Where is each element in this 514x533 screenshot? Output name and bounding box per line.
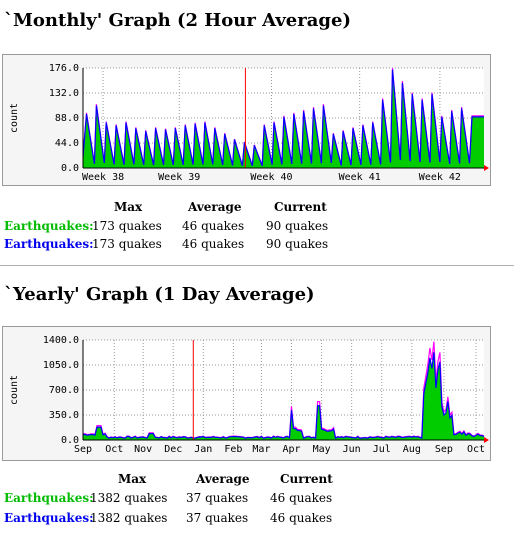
section-divider [0,265,514,266]
series-line-in [82,352,485,440]
stat-max: 173 quakes [92,219,162,233]
y-tick-label: 44.0 [55,138,79,149]
stat-current: 46 quakes [270,491,333,505]
x-tick-label: Week 42 [419,172,461,183]
series-label-in: Earthquakes: [4,219,94,233]
series-area [83,69,484,168]
y-tick-label: 0.0 [61,435,79,446]
y-tick-label: 700.0 [49,385,79,396]
series-label-in: Earthquakes: [4,491,94,505]
x-tick-label: Sep [74,444,92,455]
stat-average: 46 quakes [182,237,245,251]
x-axis-arrow [484,165,489,171]
header-max: Max [114,200,143,214]
header-average: Average [196,472,250,486]
stat-average: 37 quakes [186,491,249,505]
stat-max: 173 quakes [92,237,162,251]
stat-current: 90 quakes [266,237,329,251]
x-axis-arrow [484,437,489,443]
x-tick-label: Sep [435,444,453,455]
yearly-graph-panel: 1400.0 1050.0 700.0 350.0 0.0 Sep Oct Nov Dec Jan… [2,326,491,461]
x-tick-label: Feb [224,444,242,455]
yearly-graph-title: `Yearly' Graph (1 Day Average) [4,284,315,305]
x-tick-label: Week 41 [339,172,381,183]
series-label-out: Earthquakes: [4,237,94,251]
header-average: Average [188,200,242,214]
series-area [83,352,484,440]
stat-max: 1382 quakes [90,491,168,505]
monthly-graph-title: `Monthly' Graph (2 Hour Average) [4,10,351,31]
stat-max: 1382 quakes [90,511,168,525]
x-tick-label: Week 40 [250,172,292,183]
y-tick-label: 0.0 [61,163,79,174]
x-tick-label: Oct [105,444,123,455]
header-current: Current [280,472,333,486]
y-tick-label: 176.0 [49,63,79,74]
y-axis-label: count [9,375,20,405]
y-axis-label: count [9,103,20,133]
series-line-in [82,69,484,166]
series-label-out: Earthquakes: [4,511,94,525]
y-tick-label: 1400.0 [43,335,79,346]
x-tick-label: Dec [164,444,182,455]
x-tick-label: Jul [373,444,391,455]
x-tick-label: Nov [134,444,152,455]
y-tick-label: 350.0 [49,410,79,421]
x-tick-label: Oct [467,444,485,455]
x-tick-label: Week 38 [82,172,124,183]
header-max: Max [118,472,147,486]
x-tick-label: May [313,444,331,455]
y-tick-label: 88.0 [55,113,79,124]
stat-current: 46 quakes [270,511,333,525]
x-tick-label: Jun [343,444,361,455]
stat-current: 90 quakes [266,219,329,233]
header-current: Current [274,200,327,214]
x-tick-label: Week 39 [158,172,200,183]
x-tick-label: Jan [194,444,212,455]
stat-average: 46 quakes [182,219,245,233]
x-tick-label: Apr [282,444,300,455]
y-tick-label: 132.0 [49,88,79,99]
monthly-graph-panel: 176.0 132.0 88.0 44.0 0.0 Week 38 Week 39 Week … [2,54,491,186]
x-tick-label: Mar [252,444,270,455]
stat-average: 37 quakes [186,511,249,525]
x-tick-label: Aug [403,444,421,455]
y-tick-label: 1050.0 [43,360,79,371]
